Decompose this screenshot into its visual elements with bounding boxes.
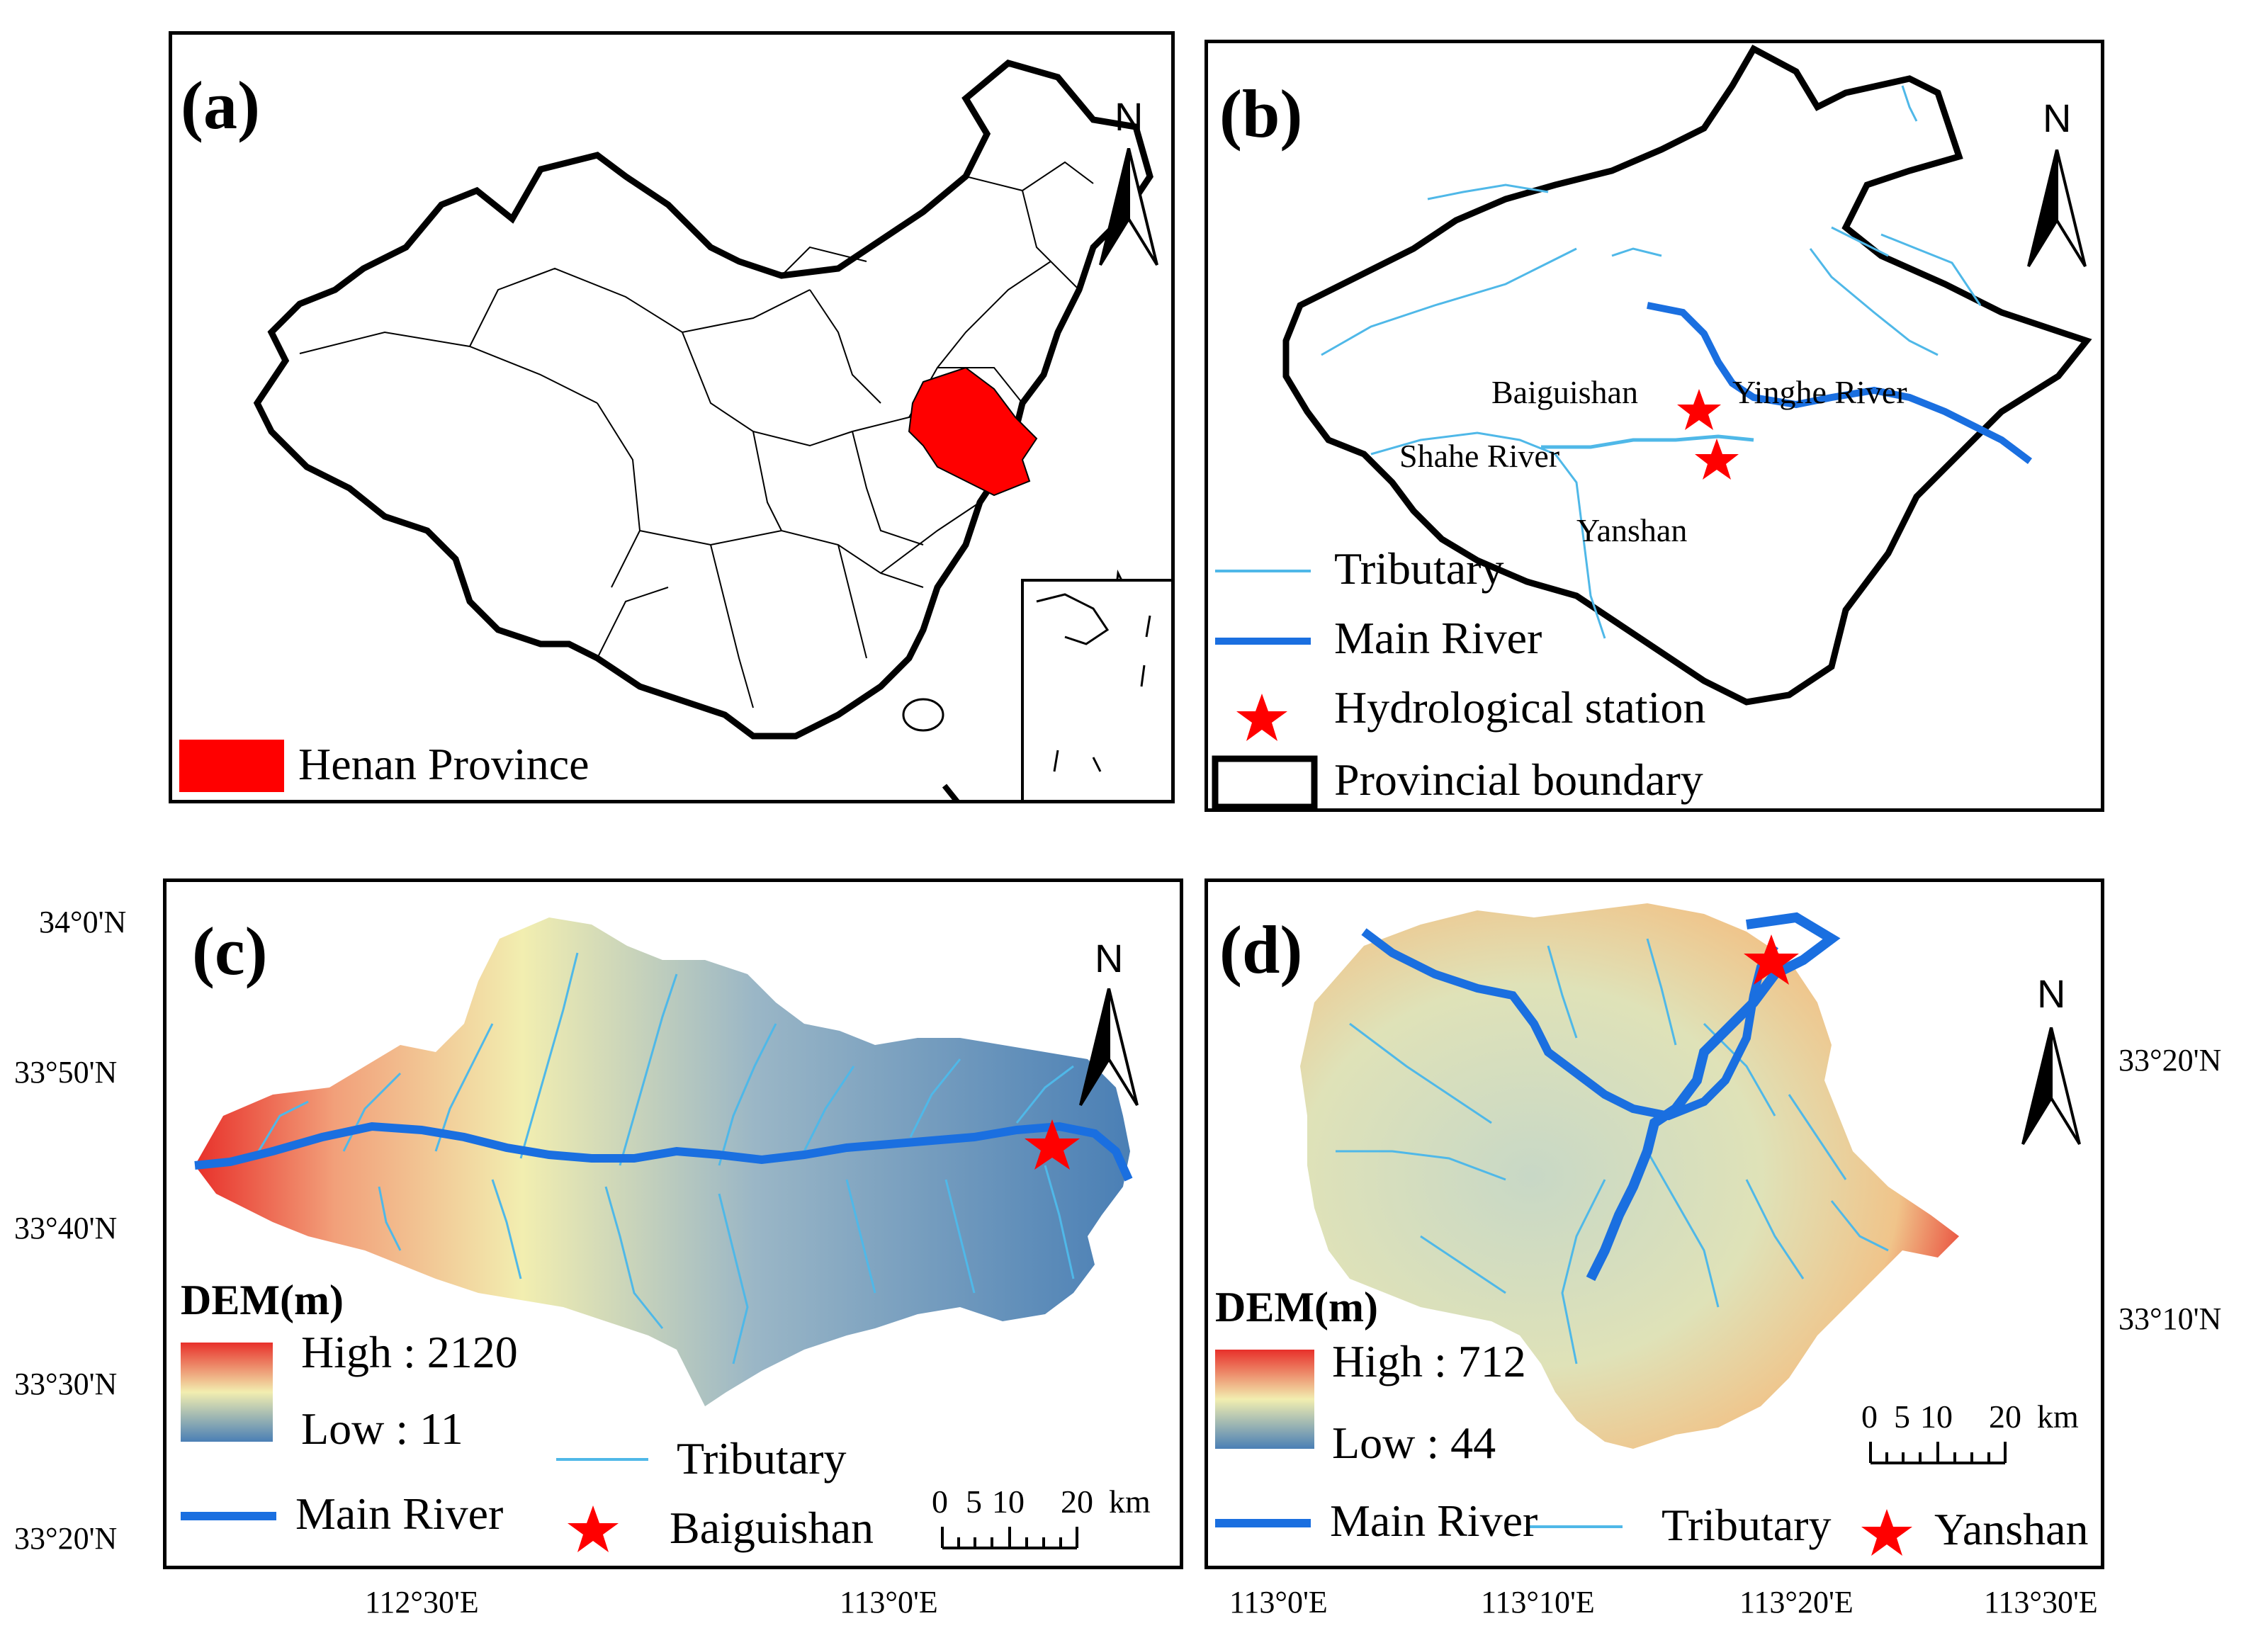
place-baiguishan: Baiguishan (1491, 374, 1638, 410)
lat-tick-d-0: 33°20'N (2119, 1043, 2222, 1078)
lat-tick-c-3: 33°30'N (14, 1367, 118, 1401)
scale-km-c: km (1109, 1484, 1151, 1520)
henan-province (908, 366, 1038, 497)
north-arrow-d (2021, 1027, 2081, 1146)
stations-b (1677, 389, 1739, 480)
legend-tributary-b: Tributary (1334, 543, 1504, 594)
lon-tick-d-2: 113°20'E (1739, 1585, 1854, 1620)
inset-detail (1036, 593, 1151, 772)
scale-bar-c (941, 1527, 1078, 1549)
lat-tick-c-2: 33°40'N (14, 1211, 118, 1245)
province-lines (299, 161, 1094, 708)
lat-tick-c-1: 33°50'N (14, 1055, 118, 1090)
legend-main-river-c: Main River (295, 1488, 504, 1539)
legend-tributary-c: Tributary (677, 1433, 847, 1484)
scale-10-d: 10 (1920, 1398, 1953, 1435)
panel-b-label: (b) (1219, 76, 1303, 152)
scale-km-d: km (2037, 1398, 2079, 1435)
legend-station-star-b (1236, 694, 1287, 741)
dem-legend-bar-d (1215, 1350, 1314, 1449)
yanshan-dem-map (1215, 903, 2007, 1556)
panel-d-label: (d) (1219, 912, 1303, 988)
lon-tick-c-0: 112°30'E (365, 1585, 479, 1620)
panel-b: (b) Baiguishan Yinghe River Shahe River … (1204, 40, 2104, 812)
panel-c-label: (c) (192, 913, 268, 989)
dem-low-c: Low : 11 (301, 1403, 463, 1454)
scale-0-c: 0 (932, 1484, 948, 1520)
legend-station-d: Yanshan (1934, 1504, 2089, 1554)
north-arrow-b (2027, 149, 2087, 268)
legend-main-river-b: Main River (1334, 613, 1542, 663)
panel-d: (d) DEM(m) High : 712 Low : 44 Main Rive… (1204, 878, 2104, 1569)
station-baiguishan-b (1677, 389, 1721, 430)
lon-tick-c-1: 113°0'E (840, 1585, 938, 1620)
basin-dem-c (195, 917, 1130, 1406)
scale-5-c: 5 (966, 1484, 982, 1520)
legend-boundary-swatch-b (1212, 755, 1318, 808)
china-boundary (253, 60, 1153, 740)
place-yanshan: Yanshan (1576, 512, 1688, 548)
dem-high-c: High : 2120 (301, 1327, 518, 1377)
station-yanshan-d (1744, 934, 1799, 985)
legend-main-river-d: Main River (1330, 1496, 1538, 1546)
legend-tributary-d: Tributary (1661, 1500, 1832, 1550)
north-arrow-c (1079, 988, 1139, 1107)
scale-0-d: 0 (1861, 1398, 1878, 1435)
legend-station-c: Baiguishan (670, 1503, 874, 1553)
henan-boundary (1282, 44, 2092, 706)
main-river-d (1361, 928, 1778, 1121)
legend-station-star-d (1861, 1509, 1912, 1556)
north-label-a: N (1115, 94, 1144, 139)
lat-tick-c-0: 34°0'N (39, 905, 127, 939)
baiguishan-dem-map (181, 917, 1133, 1552)
legend-boundary-b: Provincial boundary (1334, 755, 1703, 805)
henan-map (1212, 44, 2092, 808)
scale-20-c: 20 (1061, 1484, 1093, 1520)
north-label-c: N (1095, 936, 1124, 981)
tributaries-c (257, 952, 1075, 1364)
lat-tick-c-4: 33°20'N (14, 1521, 118, 1556)
legend-henan-label: Henan Province (298, 739, 589, 789)
dem-low-d: Low : 44 (1332, 1418, 1496, 1468)
dem-title-c: DEM(m) (181, 1277, 344, 1323)
station-yanshan-b (1695, 439, 1739, 480)
lon-tick-d-3: 113°30'E (1984, 1585, 2098, 1620)
station-baiguishan-c (1025, 1119, 1080, 1170)
lat-tick-d-1: 33°10'N (2119, 1301, 2222, 1336)
place-shahe-river: Shahe River (1399, 438, 1560, 474)
hainan (902, 698, 944, 732)
main-river-c (194, 1121, 1133, 1182)
basin-dem-d (1300, 903, 1959, 1449)
tributaries-b (1321, 85, 1982, 639)
panel-c: (c) DEM(m) High : 2120 Low : 11 Tributar… (163, 878, 1183, 1569)
dem-title-d: DEM(m) (1215, 1284, 1378, 1330)
panel-a-label: (a) (181, 67, 260, 143)
scale-10-c: 10 (992, 1484, 1025, 1520)
legend-station-b: Hydrological station (1334, 682, 1706, 733)
scale-bar-d (1869, 1442, 2007, 1464)
north-arrow-a (1099, 148, 1158, 266)
panel-a: (a) Henan Province N (169, 31, 1175, 803)
shahe-river-b (1541, 434, 1754, 449)
main-river-b (1647, 302, 2032, 464)
lon-tick-d-0: 113°0'E (1229, 1585, 1328, 1620)
scale-20-d: 20 (1989, 1398, 2021, 1435)
dem-legend-bar-c (181, 1343, 273, 1442)
lon-tick-d-1: 113°10'E (1481, 1585, 1595, 1620)
north-label-d: N (2037, 971, 2066, 1016)
legend-station-star-c (568, 1505, 619, 1552)
legend-swatch-henan (179, 740, 284, 792)
reservoir-d (1586, 912, 1841, 1282)
dem-high-d: High : 712 (1332, 1336, 1526, 1386)
scale-5-d: 5 (1894, 1398, 1910, 1435)
china-map (179, 60, 1171, 800)
north-label-b: N (2043, 96, 2072, 140)
tributaries-d (1336, 938, 1889, 1364)
place-yinghe-river: Yinghe River (1732, 374, 1907, 410)
